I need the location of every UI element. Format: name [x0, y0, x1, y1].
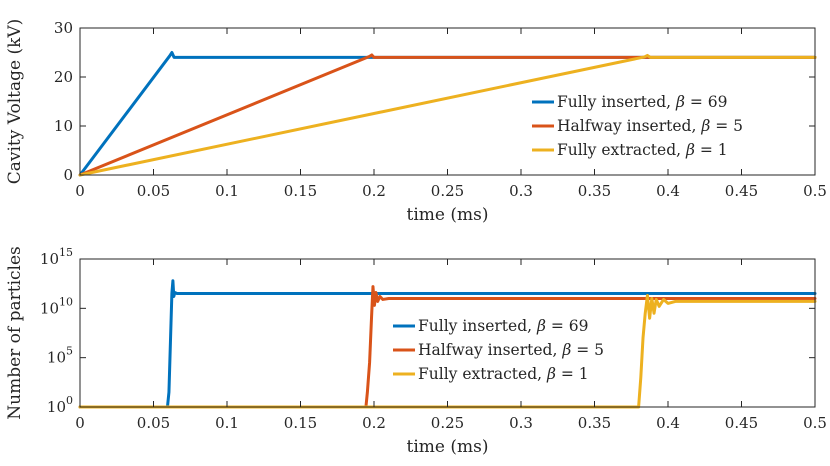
beta-value: = 5	[571, 341, 604, 359]
particles-chart: 0 0.05 0.1 0.15 0.2 0.25 0.3 0.35 0.4 0.45 0.5 100 1…	[5, 246, 827, 457]
legend-label-prefix: Fully extracted,	[557, 141, 686, 159]
particles-x-tick-label: 0.5	[803, 414, 827, 432]
voltage-x-tick-label: 0.15	[284, 182, 317, 200]
voltage-y-tick-label: 30	[54, 19, 73, 37]
beta-value: = 69	[685, 93, 728, 111]
voltage-legend-label-3: Fully extracted, β = 1	[557, 141, 728, 159]
particles-x-tick-label: 0	[75, 414, 85, 432]
beta-symbol: β	[561, 341, 571, 359]
particles-x-tick-label: 0.35	[578, 414, 611, 432]
particles-y-tick-label: 100	[47, 394, 73, 416]
particles-x-tick-label: 0.45	[725, 414, 758, 432]
voltage-x-tick-label: 0.25	[431, 182, 464, 200]
legend-label-prefix: Fully inserted,	[418, 317, 537, 335]
legend-label-prefix: Halfway inserted,	[418, 341, 562, 359]
voltage-x-axis-label: time (ms)	[407, 205, 489, 225]
particles-series-line-1	[78, 279, 817, 409]
particles-x-tick-label: 0.3	[509, 414, 533, 432]
voltage-x-tick-label: 0.5	[803, 182, 827, 200]
voltage-y-axis-label: Cavity Voltage (kV)	[5, 19, 25, 185]
beta-symbol: β	[546, 365, 556, 383]
voltage-x-tick-label: 0.4	[656, 182, 680, 200]
particles-legend-label-3: Fully extracted, β = 1	[418, 365, 589, 383]
voltage-series-line-3	[78, 53, 817, 177]
voltage-x-tick-label: 0.05	[137, 182, 170, 200]
beta-value: = 69	[546, 317, 589, 335]
legend-label-prefix: Fully extracted,	[418, 365, 547, 383]
particles-x-tick-label: 0.1	[215, 414, 239, 432]
beta-value: = 1	[695, 141, 728, 159]
particles-x-tick-label: 0.4	[656, 414, 680, 432]
beta-value: = 1	[556, 365, 589, 383]
particles-x-axis-label: time (ms)	[407, 437, 489, 457]
voltage-x-tick-label: 0	[75, 182, 85, 200]
voltage-legend-label-1: Fully inserted, β = 69	[557, 93, 728, 111]
voltage-x-tick-label: 0.1	[215, 182, 239, 200]
voltage-x-tick-label: 0.2	[362, 182, 386, 200]
voltage-legend-label-2: Halfway inserted, β = 5	[557, 117, 743, 135]
particles-series-line-3	[78, 294, 817, 409]
beta-value: = 5	[710, 117, 743, 135]
particles-legend: Fully inserted, β = 69 Halfway inserted, …	[393, 317, 604, 383]
voltage-y-tick-label: 0	[63, 166, 73, 184]
legend-label-prefix: Halfway inserted,	[557, 117, 701, 135]
particles-y-tick-label: 1010	[40, 295, 73, 317]
voltage-x-tick-label: 0.35	[578, 182, 611, 200]
particles-series-line-2	[78, 285, 817, 409]
particles-x-tick-label: 0.25	[431, 414, 464, 432]
voltage-series-line-2	[78, 53, 817, 177]
particles-legend-label-2: Halfway inserted, β = 5	[418, 341, 604, 359]
particles-y-tick-label: 1015	[40, 246, 73, 268]
voltage-legend: Fully inserted, β = 69 Halfway inserted, …	[532, 93, 743, 159]
legend-label-prefix: Fully inserted,	[557, 93, 676, 111]
voltage-series-line-1	[78, 51, 817, 177]
particles-x-tick-label: 0.15	[284, 414, 317, 432]
voltage-x-tick-label: 0.45	[725, 182, 758, 200]
voltage-x-tick-label: 0.3	[509, 182, 533, 200]
voltage-chart: 0 0.05 0.1 0.15 0.2 0.25 0.3 0.35 0.4 0.45 0.5 0 10 2…	[5, 19, 827, 225]
beta-symbol: β	[700, 117, 710, 135]
beta-symbol: β	[675, 93, 685, 111]
particles-x-tick-label: 0.05	[137, 414, 170, 432]
voltage-y-tick-label: 20	[54, 68, 73, 86]
particles-x-tick-label: 0.2	[362, 414, 386, 432]
beta-symbol: β	[685, 141, 695, 159]
particles-y-axis-label: Number of particles	[5, 246, 25, 420]
particles-y-tick-label: 105	[47, 345, 73, 367]
voltage-y-tick-label: 10	[54, 117, 73, 135]
particles-legend-label-1: Fully inserted, β = 69	[418, 317, 589, 335]
beta-symbol: β	[536, 317, 546, 335]
